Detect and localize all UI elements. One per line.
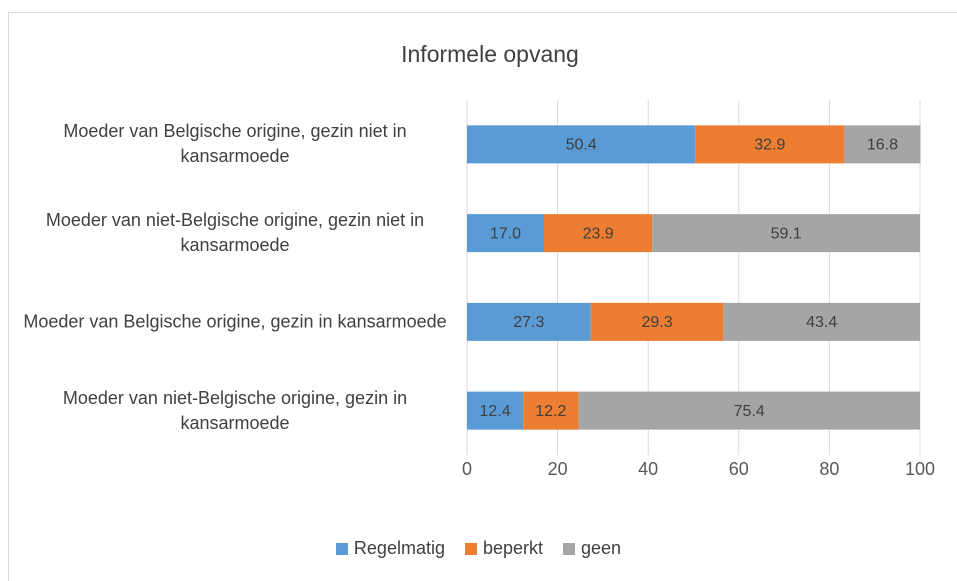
category-label: Moeder van Belgische origine, gezin in k… bbox=[23, 311, 447, 332]
data-label: 27.3 bbox=[513, 314, 544, 331]
bar-segment bbox=[523, 391, 579, 430]
category-label: Moeder van niet-Belgische origine, gezin… bbox=[62, 387, 408, 433]
legend-label: geen bbox=[581, 538, 622, 558]
legend-item: Regelmatig bbox=[335, 538, 445, 559]
data-label: 59.1 bbox=[771, 225, 802, 242]
x-tick-label: 40 bbox=[638, 459, 658, 479]
bar-segment bbox=[544, 214, 653, 253]
legend-swatch bbox=[335, 542, 348, 555]
x-tick-label: 80 bbox=[819, 459, 839, 479]
legend-item: beperkt bbox=[464, 538, 544, 559]
data-label: 17.0 bbox=[490, 225, 521, 242]
bar-segment bbox=[723, 302, 920, 341]
legend-label: Regelmatig bbox=[353, 538, 445, 558]
bar-segment bbox=[467, 302, 591, 341]
chart-border bbox=[8, 12, 957, 581]
data-label: 16.8 bbox=[867, 137, 898, 154]
bar-segment bbox=[467, 125, 696, 164]
bar-segment bbox=[467, 391, 524, 430]
bar-segment bbox=[578, 391, 920, 430]
chart-title: Informele opvang bbox=[401, 41, 579, 67]
x-tick-label: 60 bbox=[729, 459, 749, 479]
data-label: 23.9 bbox=[583, 225, 614, 242]
data-label: 43.4 bbox=[806, 314, 837, 331]
data-label: 12.4 bbox=[480, 403, 511, 420]
data-label: 12.2 bbox=[535, 403, 566, 420]
data-label: 29.3 bbox=[641, 314, 672, 331]
category-label: Moeder van Belgische origine, gezin niet… bbox=[63, 121, 407, 167]
bar-segment bbox=[844, 125, 921, 164]
bar-segment bbox=[695, 125, 845, 164]
legend-label: beperkt bbox=[482, 538, 544, 558]
data-label: 50.4 bbox=[566, 137, 597, 154]
data-label: 32.9 bbox=[754, 137, 785, 154]
bar-segment bbox=[652, 214, 920, 253]
legend-swatch bbox=[563, 542, 576, 555]
legend-swatch bbox=[464, 542, 477, 555]
data-label: 75.4 bbox=[734, 403, 765, 420]
x-tick-label: 100 bbox=[905, 459, 935, 479]
legend: Regelmatig beperkt geen bbox=[0, 538, 957, 559]
legend-item: geen bbox=[563, 538, 621, 559]
x-tick-label: 0 bbox=[462, 459, 472, 479]
category-label: Moeder van niet-Belgische origine, gezin… bbox=[45, 210, 425, 256]
bar-segment bbox=[467, 214, 545, 253]
x-tick-label: 20 bbox=[548, 459, 568, 479]
bar-segment bbox=[590, 302, 724, 341]
